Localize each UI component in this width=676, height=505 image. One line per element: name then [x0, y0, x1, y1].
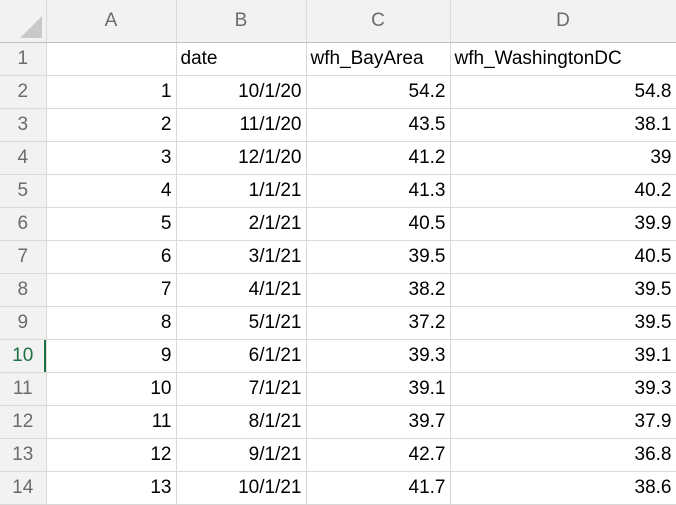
- select-all-button[interactable]: [0, 0, 47, 43]
- table-row: 11 10 7/1/21 39.1 39.3: [0, 372, 676, 406]
- table-row: 1 date wfh_BayArea wfh_WashingtonDC: [0, 42, 676, 76]
- table-cell[interactable]: 1: [46, 75, 177, 109]
- table-cell[interactable]: 36.8: [450, 438, 676, 472]
- table-cell[interactable]: 39.9: [450, 207, 676, 241]
- table-row: 4 3 12/1/20 41.2 39: [0, 141, 676, 175]
- column-header-c[interactable]: C: [306, 0, 451, 43]
- table-cell[interactable]: 8/1/21: [176, 405, 307, 439]
- table-cell[interactable]: 40.5: [450, 240, 676, 274]
- table-cell[interactable]: 12: [46, 438, 177, 472]
- table-cell[interactable]: 39.5: [306, 240, 451, 274]
- table-cell[interactable]: 37.2: [306, 306, 451, 340]
- row-header[interactable]: 7: [0, 240, 47, 274]
- table-cell[interactable]: 54.2: [306, 75, 451, 109]
- table-cell[interactable]: 39.5: [450, 273, 676, 307]
- table-cell[interactable]: 41.7: [306, 471, 451, 505]
- table-row: 6 5 2/1/21 40.5 39.9: [0, 207, 676, 241]
- table-cell[interactable]: 41.2: [306, 141, 451, 175]
- table-row: 14 13 10/1/21 41.7 38.6: [0, 471, 676, 505]
- row-header[interactable]: 5: [0, 174, 47, 208]
- table-cell[interactable]: 40.2: [450, 174, 676, 208]
- table-cell[interactable]: 5/1/21: [176, 306, 307, 340]
- table-cell[interactable]: 12/1/20: [176, 141, 307, 175]
- table-cell[interactable]: 2/1/21: [176, 207, 307, 241]
- column-header-a[interactable]: A: [46, 0, 177, 43]
- table-cell[interactable]: 43.5: [306, 108, 451, 142]
- table-cell[interactable]: 4/1/21: [176, 273, 307, 307]
- column-header-row: A B C D: [0, 0, 676, 43]
- table-row: 10 9 6/1/21 39.3 39.1: [0, 339, 676, 373]
- table-cell[interactable]: 4: [46, 174, 177, 208]
- table-row: 5 4 1/1/21 41.3 40.2: [0, 174, 676, 208]
- table-cell[interactable]: 40.5: [306, 207, 451, 241]
- table-row: 8 7 4/1/21 38.2 39.5: [0, 273, 676, 307]
- table-cell[interactable]: 38.1: [450, 108, 676, 142]
- select-all-triangle-icon: [19, 15, 42, 38]
- table-cell[interactable]: 6/1/21: [176, 339, 307, 373]
- column-header-d[interactable]: D: [450, 0, 676, 43]
- table-cell[interactable]: 38.6: [450, 471, 676, 505]
- table-cell[interactable]: 10/1/21: [176, 471, 307, 505]
- table-cell[interactable]: 7: [46, 273, 177, 307]
- table-cell[interactable]: 38.2: [306, 273, 451, 307]
- table-cell[interactable]: 3/1/21: [176, 240, 307, 274]
- table-row: 2 1 10/1/20 54.2 54.8: [0, 75, 676, 109]
- cell-b1[interactable]: date: [176, 42, 307, 76]
- table-cell[interactable]: 6: [46, 240, 177, 274]
- row-header[interactable]: 11: [0, 372, 47, 406]
- table-cell[interactable]: 39.5: [450, 306, 676, 340]
- table-cell[interactable]: 10/1/20: [176, 75, 307, 109]
- column-header-b[interactable]: B: [176, 0, 307, 43]
- row-header[interactable]: 9: [0, 306, 47, 340]
- table-cell[interactable]: 39.3: [450, 372, 676, 406]
- table-cell[interactable]: 5: [46, 207, 177, 241]
- table-row: 7 6 3/1/21 39.5 40.5: [0, 240, 676, 274]
- row-header[interactable]: 4: [0, 141, 47, 175]
- row-header[interactable]: 1: [0, 42, 47, 76]
- row-header[interactable]: 14: [0, 471, 47, 505]
- table-cell[interactable]: 37.9: [450, 405, 676, 439]
- cell-c1[interactable]: wfh_BayArea: [306, 42, 451, 76]
- table-cell[interactable]: 54.8: [450, 75, 676, 109]
- table-cell[interactable]: 7/1/21: [176, 372, 307, 406]
- table-cell[interactable]: 13: [46, 471, 177, 505]
- table-cell[interactable]: 8: [46, 306, 177, 340]
- table-cell[interactable]: 39: [450, 141, 676, 175]
- table-cell[interactable]: 9: [46, 339, 177, 373]
- table-cell[interactable]: 10: [46, 372, 177, 406]
- row-header[interactable]: 12: [0, 405, 47, 439]
- table-cell[interactable]: 2: [46, 108, 177, 142]
- table-cell[interactable]: 1/1/21: [176, 174, 307, 208]
- cell-d1[interactable]: wfh_WashingtonDC: [450, 42, 676, 76]
- row-header[interactable]: 13: [0, 438, 47, 472]
- table-row: 13 12 9/1/21 42.7 36.8: [0, 438, 676, 472]
- row-header-active[interactable]: 10: [0, 339, 47, 373]
- table-row: 12 11 8/1/21 39.7 37.9: [0, 405, 676, 439]
- table-cell[interactable]: 39.1: [450, 339, 676, 373]
- table-cell[interactable]: 39.7: [306, 405, 451, 439]
- row-header[interactable]: 3: [0, 108, 47, 142]
- table-cell[interactable]: 3: [46, 141, 177, 175]
- table-cell[interactable]: 11/1/20: [176, 108, 307, 142]
- table-cell[interactable]: 41.3: [306, 174, 451, 208]
- table-row: 9 8 5/1/21 37.2 39.5: [0, 306, 676, 340]
- row-header[interactable]: 8: [0, 273, 47, 307]
- table-cell[interactable]: 9/1/21: [176, 438, 307, 472]
- table-cell[interactable]: 39.1: [306, 372, 451, 406]
- table-cell[interactable]: 11: [46, 405, 177, 439]
- row-header[interactable]: 2: [0, 75, 47, 109]
- table-row: 3 2 11/1/20 43.5 38.1: [0, 108, 676, 142]
- cell-a1[interactable]: [46, 42, 177, 76]
- row-header[interactable]: 6: [0, 207, 47, 241]
- table-cell[interactable]: 39.3: [306, 339, 451, 373]
- table-cell[interactable]: 42.7: [306, 438, 451, 472]
